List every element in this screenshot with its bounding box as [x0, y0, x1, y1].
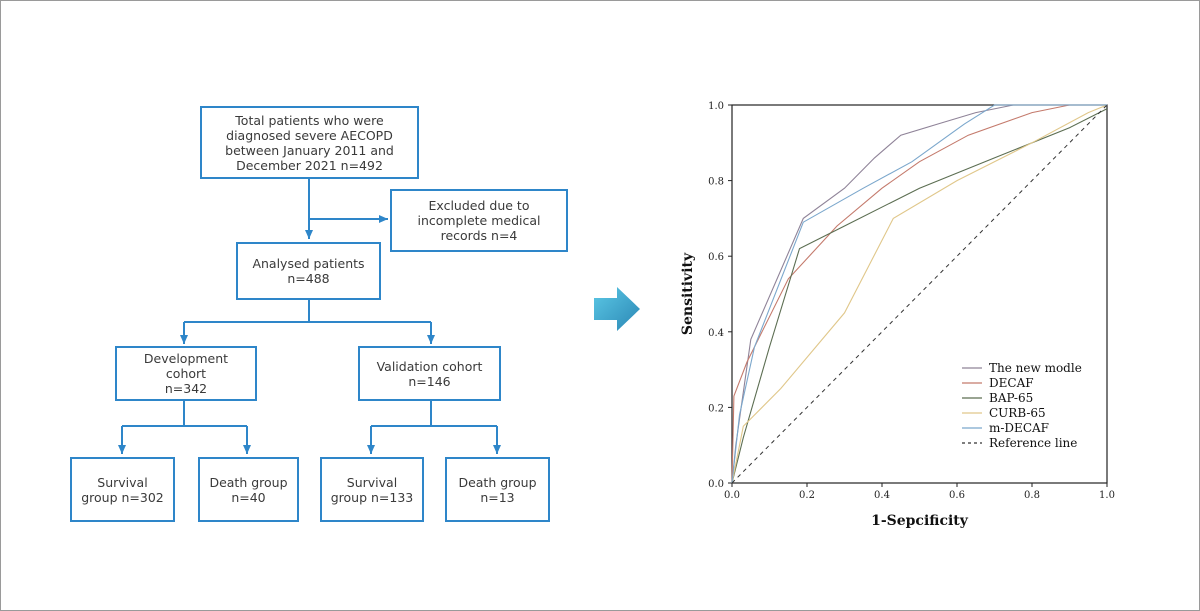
roc-curve-bap-65: [731, 108, 1108, 484]
analysed-patients-text: Analysed patients n=488: [252, 256, 365, 286]
val-death-text: Death group n=13: [458, 474, 537, 505]
legend-label: Reference line: [989, 436, 1077, 450]
total-patients-box: Total patients who were diagnosed severe…: [200, 106, 419, 179]
y-axis-label: Sensitivity: [680, 252, 696, 335]
y-tick-label: 0.0: [708, 479, 724, 490]
x-tick-label: 0.0: [724, 490, 740, 501]
roc-curve-curb-65: [731, 104, 1108, 484]
flow-lines: [118, 179, 501, 454]
total-patients-text: Total patients who were diagnosed severe…: [225, 112, 394, 173]
x-tick-label: 0.6: [949, 490, 965, 501]
validation-cohort-text: Validation cohort n=146: [376, 358, 483, 389]
y-tick-label: 0.2: [708, 403, 724, 414]
y-tick-label: 1.0: [708, 101, 724, 112]
validation-cohort-box: Validation cohort n=146: [358, 346, 501, 401]
x-axis-label: 1-Sepcificity: [871, 513, 969, 529]
legend-label: BAP-65: [989, 391, 1033, 405]
development-cohort-text: Development cohort n=342: [143, 351, 229, 396]
val-death-box: Death group n=13: [445, 457, 550, 522]
dev-death-box: Death group n=40: [198, 457, 299, 522]
x-tick-label: 1.0: [1099, 490, 1115, 501]
val-survival-box: Survival group n=133: [320, 457, 424, 522]
y-tick-label: 0.6: [708, 252, 724, 263]
dev-survival-text: Survival group n=302: [81, 474, 164, 505]
excluded-box: Excluded due to incomplete medical recor…: [390, 189, 568, 252]
excluded-text: Excluded due to incomplete medical recor…: [417, 198, 541, 243]
legend-label: DECAF: [989, 376, 1034, 390]
x-tick-label: 0.4: [874, 490, 890, 501]
x-tick-label: 0.8: [1024, 490, 1040, 501]
dev-survival-box: Survival group n=302: [70, 457, 175, 522]
legend-label: The new modle: [989, 361, 1082, 375]
y-tick-label: 0.4: [708, 328, 724, 339]
analysed-patients-box: Analysed patients n=488: [236, 242, 381, 300]
roc-curve-m-decaf: [731, 104, 1107, 484]
panel-transition-arrow: [594, 287, 640, 331]
val-survival-text: Survival group n=133: [330, 474, 414, 505]
development-cohort-box: Development cohort n=342: [115, 346, 257, 401]
x-tick-label: 0.2: [799, 490, 815, 501]
y-tick-label: 0.8: [708, 177, 724, 188]
legend-label: CURB-65: [989, 406, 1046, 420]
roc-curve-reference-line: [731, 104, 1108, 484]
roc-curve-decaf: [731, 104, 1107, 484]
dev-death-text: Death group n=40: [209, 474, 288, 505]
legend-label: m-DECAF: [989, 421, 1049, 435]
plot-area: [731, 104, 1108, 484]
